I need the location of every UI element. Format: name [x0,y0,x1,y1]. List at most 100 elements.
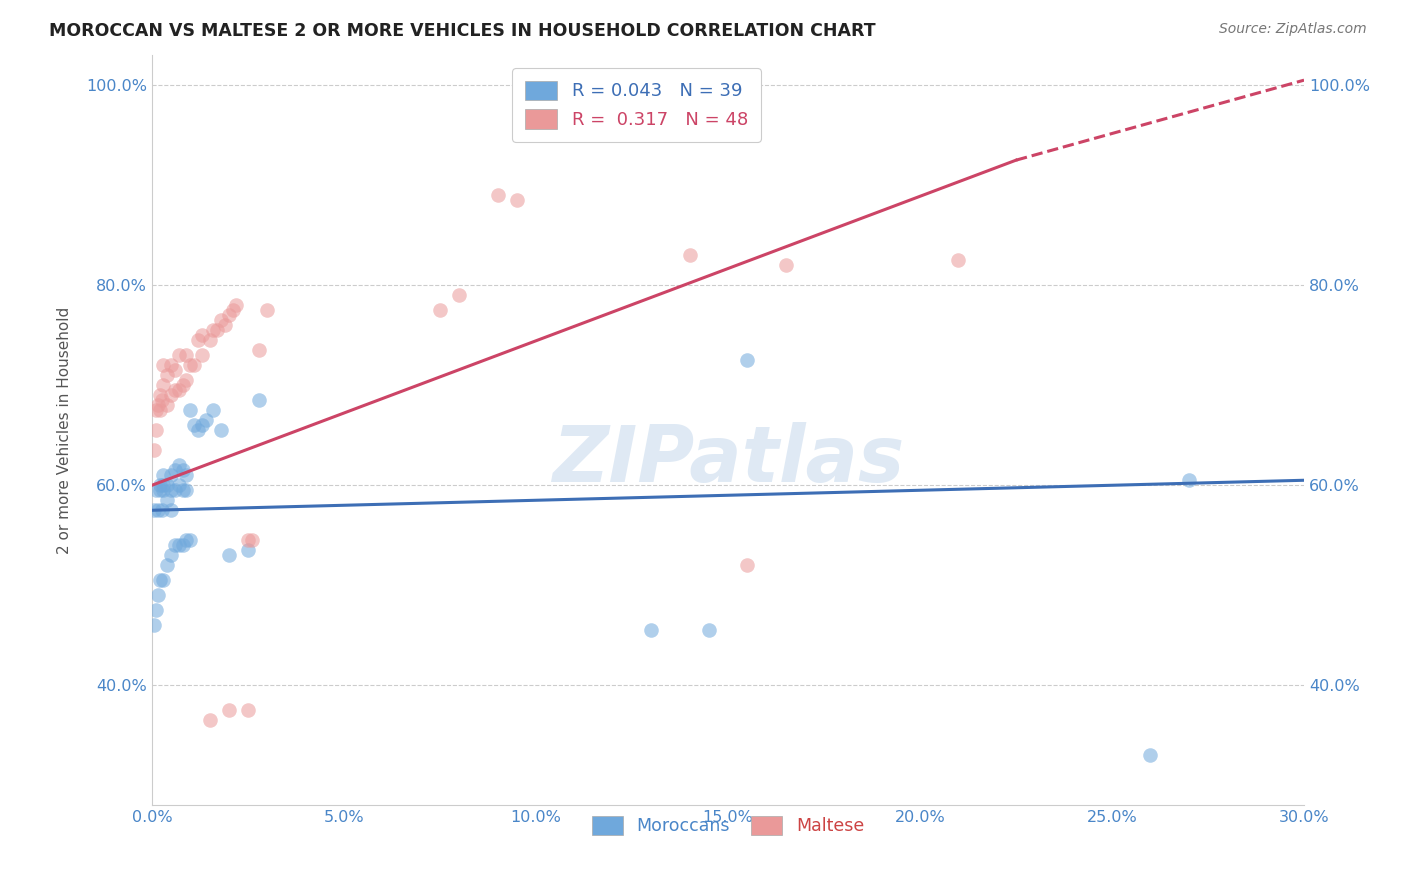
Point [163,538,186,552]
Point [486,188,509,202]
Point [179,358,201,372]
Point [176,533,198,548]
Point [142,443,165,458]
Point [194,413,217,427]
Point [735,558,758,573]
Point [145,483,167,498]
Point [179,533,201,548]
Point [218,308,240,322]
Point [149,388,172,402]
Point [142,618,165,632]
Point [198,333,221,347]
Point [183,358,205,372]
Point [640,624,662,638]
Point [176,483,198,498]
Point [150,393,173,408]
Legend: Moroccans, Maltese: Moroccans, Maltese [581,805,875,846]
Point [697,624,720,638]
Point [176,348,198,362]
Y-axis label: 2 or more Vehicles in Household: 2 or more Vehicles in Household [58,307,72,554]
Point [156,398,179,412]
Point [146,398,169,412]
Point [152,358,174,372]
Point [167,458,190,473]
Point [256,303,278,318]
Point [152,483,174,498]
Point [172,483,194,498]
Point [163,363,186,377]
Point [163,483,186,498]
Point [191,418,214,433]
Point [156,558,179,573]
Point [149,403,172,417]
Point [160,388,183,402]
Point [236,533,259,548]
Point [152,468,174,483]
Point [160,483,183,498]
Point [209,423,232,437]
Point [156,368,179,383]
Point [187,423,209,437]
Point [167,538,190,552]
Point [214,318,236,333]
Point [160,549,183,563]
Point [225,298,247,312]
Point [429,303,451,318]
Point [149,483,172,498]
Point [179,403,201,417]
Point [167,348,190,362]
Text: ZIPatlas: ZIPatlas [553,422,904,499]
Point [202,323,225,337]
Point [145,403,167,417]
Point [249,343,271,358]
Point [176,373,198,387]
Point [152,478,174,492]
Point [156,493,179,508]
Text: MOROCCAN VS MALTESE 2 OR MORE VEHICLES IN HOUSEHOLD CORRELATION CHART: MOROCCAN VS MALTESE 2 OR MORE VEHICLES I… [49,22,876,40]
Point [145,423,167,437]
Point [160,358,183,372]
Point [150,503,173,517]
Point [149,478,172,492]
Text: Source: ZipAtlas.com: Source: ZipAtlas.com [1219,22,1367,37]
Point [249,393,271,408]
Point [202,403,225,417]
Point [205,323,228,337]
Point [152,574,174,588]
Point [172,378,194,392]
Point [209,313,232,327]
Point [218,703,240,717]
Point [1178,473,1201,487]
Point [221,303,243,318]
Point [142,503,165,517]
Point [1139,748,1161,763]
Point [183,418,205,433]
Point [198,714,221,728]
Point [149,574,172,588]
Point [146,588,169,602]
Point [152,378,174,392]
Point [163,463,186,477]
Point [191,348,214,362]
Point [172,463,194,477]
Point [172,538,194,552]
Point [678,248,700,262]
Point [156,478,179,492]
Point [160,503,183,517]
Point [948,253,970,268]
Point [506,193,529,207]
Point [163,383,186,397]
Point [167,478,190,492]
Point [735,353,758,368]
Point [240,533,263,548]
Point [176,468,198,483]
Point [145,603,167,617]
Point [191,328,214,343]
Point [187,333,209,347]
Point [218,549,240,563]
Point [236,703,259,717]
Point [775,258,797,272]
Point [167,383,190,397]
Point [160,468,183,483]
Point [449,288,471,302]
